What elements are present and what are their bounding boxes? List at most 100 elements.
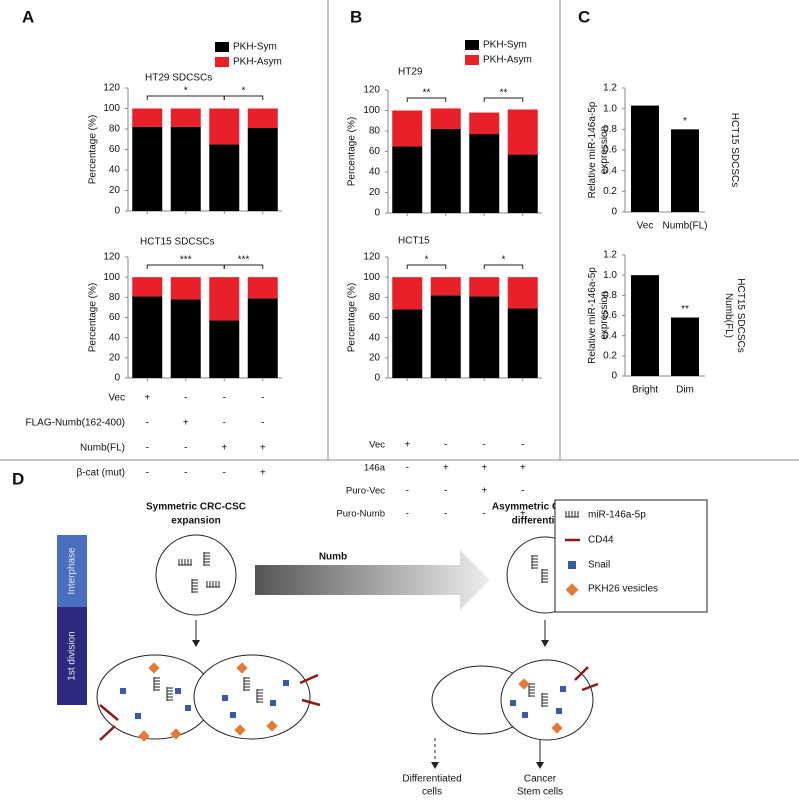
snail-group	[510, 686, 566, 718]
y-tick-label: 60	[369, 146, 381, 157]
condition-mark: -	[223, 418, 226, 429]
condition-mark: +	[260, 468, 266, 479]
chart-title: HCT15 SDCSCs	[140, 237, 214, 248]
diagram-title: Asymmetric CRC-CSC	[492, 502, 598, 513]
side-label-line: HCT15 SDCSCs	[729, 113, 740, 187]
y-tick-label: 120	[103, 252, 120, 263]
y-tick-label: 100	[363, 272, 380, 283]
y-axis-label-line: Relative miR-146a-5p	[587, 267, 598, 364]
bar-segment	[209, 277, 240, 321]
y-tick-label: 0	[374, 208, 380, 219]
significance-bracket	[223, 264, 264, 269]
panel-label: A	[22, 7, 34, 26]
significance-label: *	[502, 255, 506, 266]
bar-segment	[392, 110, 423, 147]
y-tick-label: 1.2	[603, 250, 617, 261]
y-tick-label: 80	[369, 126, 381, 137]
legend-label: PKH-Sym	[483, 40, 527, 51]
significance-label: **	[500, 88, 508, 99]
significance-bracket	[483, 97, 524, 102]
legend-label: PKH-Asym	[483, 55, 532, 66]
condition-label: Numb(FL)	[80, 443, 125, 454]
y-tick-label: 1.2	[603, 83, 617, 94]
legend-label: PKH26 vesicles	[588, 584, 658, 595]
chart-title: HT29 SDCSCs	[145, 73, 212, 84]
condition-mark: -	[444, 440, 447, 451]
bar-segment	[132, 126, 163, 211]
arrowhead	[192, 640, 200, 647]
bar-segment	[430, 277, 461, 296]
y-tick-label: 0	[114, 373, 120, 384]
y-tick-label: 80	[109, 124, 121, 135]
significance-label: *	[242, 86, 246, 97]
y-tick-label: 100	[103, 103, 120, 114]
bar-segment	[392, 146, 423, 213]
condition-mark: -	[146, 418, 149, 429]
bar-segment	[132, 108, 163, 127]
bar-segment	[507, 154, 538, 213]
condition-mark: -	[261, 393, 264, 404]
condition-mark: -	[223, 393, 226, 404]
diagram-title: differentiation	[512, 516, 579, 527]
bar-segment	[132, 296, 163, 378]
condition-mark: -	[406, 463, 409, 474]
significance-label: ***	[180, 255, 192, 266]
legend-box	[554, 499, 708, 613]
side-label: HCT15 SDCSCs	[729, 113, 740, 187]
y-axis-label: Percentage (%)	[88, 283, 99, 352]
condition-label: Puro-Numb	[336, 509, 385, 520]
cd44-group	[99, 673, 321, 741]
bar-segment	[170, 126, 201, 211]
y-tick-label: 120	[363, 85, 380, 96]
y-tick-label: 120	[103, 83, 120, 94]
panel-label: D	[12, 469, 24, 488]
legend-label: PKH-Sym	[233, 42, 277, 53]
bar-segment	[469, 296, 500, 378]
phase-bar	[57, 535, 87, 607]
condition-mark: +	[221, 443, 227, 454]
legend-label: miR-146a-5p	[588, 510, 646, 521]
y-axis-label: Relative miR-146a-5pexpression	[587, 101, 610, 198]
condition-mark: +	[520, 509, 526, 520]
bar-segment	[170, 277, 201, 300]
side-label: HCT15 SDCSCsNumb(FL)	[723, 278, 746, 352]
condition-mark: -	[146, 468, 149, 479]
condition-mark: -	[146, 443, 149, 454]
condition-mark: -	[406, 509, 409, 520]
y-tick-label: 60	[109, 312, 121, 323]
condition-label: FLAG-Numb(162-400)	[26, 418, 125, 429]
bar	[671, 317, 699, 376]
legend-label: PKH-Asym	[233, 57, 282, 68]
significance-label: *	[683, 116, 687, 127]
y-tick-label: 0.8	[603, 124, 617, 135]
condition-mark: -	[223, 468, 226, 479]
panel-label: B	[350, 7, 362, 26]
phase-label: Interphase	[67, 547, 78, 595]
y-tick-label: 0	[374, 373, 380, 384]
y-tick-label: 0.2	[603, 186, 617, 197]
bar-segment	[469, 112, 500, 135]
y-tick-label: 0.8	[603, 290, 617, 301]
y-tick-label: 0.2	[603, 350, 617, 361]
bar-segment	[469, 277, 500, 297]
condition-mark: +	[183, 418, 189, 429]
bar-segment	[209, 108, 240, 145]
condition-mark: -	[184, 468, 187, 479]
condition-mark: -	[184, 393, 187, 404]
y-tick-label: 20	[369, 352, 381, 363]
bar-segment	[430, 108, 461, 129]
bar-segment	[247, 277, 278, 299]
bar-segment	[392, 277, 423, 310]
arrowhead	[431, 762, 439, 769]
y-tick-label: 80	[109, 292, 121, 303]
significance-label: *	[425, 255, 429, 266]
y-tick-label: 40	[369, 332, 381, 343]
y-axis-label: Percentage (%)	[347, 117, 358, 186]
condition-mark: +	[144, 393, 150, 404]
x-tick-label: Vec	[637, 221, 654, 232]
y-tick-label: 100	[103, 272, 120, 283]
y-axis-label-line: expression	[599, 126, 610, 174]
y-tick-label: 0.6	[603, 145, 617, 156]
bar-segment	[507, 109, 538, 155]
